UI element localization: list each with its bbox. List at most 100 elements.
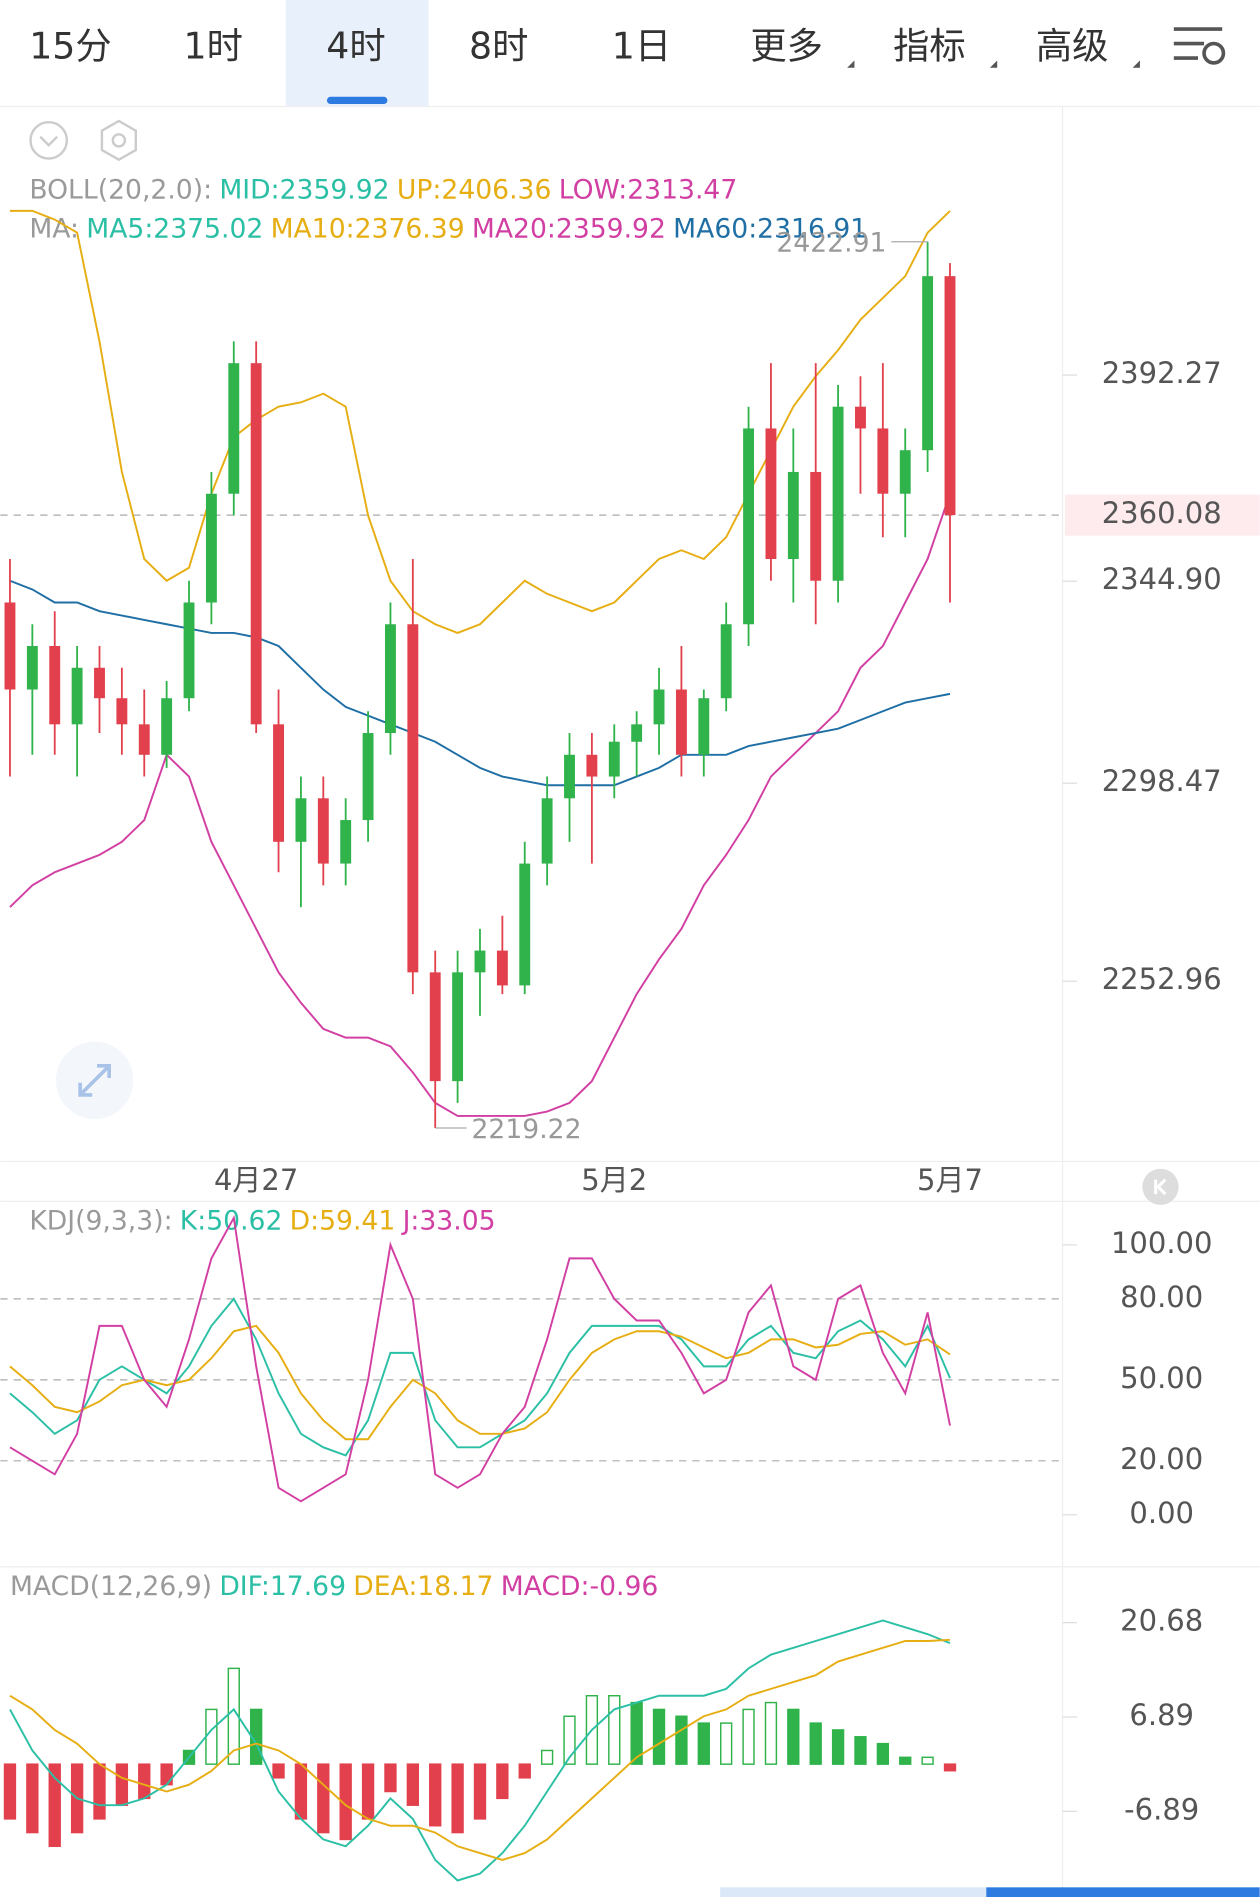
candle-body xyxy=(720,624,732,699)
legend-text: MACD:-0.96 xyxy=(501,1571,659,1602)
candle-body xyxy=(855,406,866,429)
tab[interactable]: 指标 xyxy=(893,24,966,67)
y-tick-label: 2344.90 xyxy=(1102,562,1222,596)
macd-bar xyxy=(652,1708,666,1765)
last-price-label: 2360.08 xyxy=(1102,496,1222,530)
tab[interactable]: 1日 xyxy=(612,24,671,67)
candle-body xyxy=(810,471,822,581)
y-tick-label: 0.00 xyxy=(1129,1496,1194,1530)
candle-body xyxy=(922,276,934,451)
y-tick-label: 80.00 xyxy=(1120,1280,1203,1314)
indicator-line xyxy=(9,1214,951,1503)
settings-icon[interactable] xyxy=(1173,27,1226,65)
max-label: 2422.91 xyxy=(776,228,886,259)
candle-body xyxy=(608,741,620,777)
candle-body xyxy=(362,733,374,821)
last-price-bg xyxy=(1064,494,1260,536)
candle-body xyxy=(138,724,150,755)
overlay-line xyxy=(9,579,951,787)
candle-body xyxy=(407,624,419,973)
macd-bar xyxy=(563,1715,576,1765)
legend-text: D:59.41 xyxy=(290,1205,396,1236)
legend-text: UP:2406.36 xyxy=(397,175,552,206)
candle-body xyxy=(452,972,464,1082)
macd-bar xyxy=(138,1763,151,1800)
macd-bar xyxy=(518,1763,531,1779)
legend-text: LOW:2313.47 xyxy=(559,175,738,206)
candle-body xyxy=(519,863,531,986)
tab[interactable]: 4时 xyxy=(326,24,385,67)
candle-body xyxy=(49,646,61,725)
tab[interactable]: 8时 xyxy=(469,24,528,67)
y-tick-label: 2392.27 xyxy=(1102,356,1222,390)
tab[interactable]: 更多 xyxy=(750,24,823,67)
candle-body xyxy=(228,363,240,494)
legend-text: KDJ(9,3,3): xyxy=(29,1205,172,1236)
y-tick-label: 100.00 xyxy=(1111,1226,1213,1260)
y-tick-label: 50.00 xyxy=(1120,1361,1203,1395)
tab[interactable]: 15分 xyxy=(29,24,111,67)
y-tick-label: 20.68 xyxy=(1120,1604,1203,1638)
macd-bar xyxy=(451,1763,464,1834)
bottom-bar xyxy=(720,1887,987,1897)
collapse-icon-chevron xyxy=(39,135,59,147)
macd-bar xyxy=(26,1763,39,1834)
macd-bar xyxy=(831,1729,845,1765)
overlay-line xyxy=(9,209,951,634)
legend-text: MA10:2376.39 xyxy=(271,213,465,244)
macd-bar xyxy=(48,1763,61,1847)
tab[interactable]: 高级 xyxy=(1036,24,1109,67)
active-tab-underline xyxy=(326,96,388,105)
macd-bar xyxy=(764,1701,778,1765)
indicator-line xyxy=(9,1638,951,1861)
candle-body xyxy=(899,450,911,494)
macd-bar xyxy=(339,1763,352,1841)
candle-body xyxy=(205,493,217,603)
candle-body xyxy=(250,363,262,725)
macd-bar xyxy=(876,1742,890,1765)
candle-body xyxy=(340,820,352,864)
x-tick-label: 4月27 xyxy=(214,1163,298,1197)
candle-body xyxy=(653,689,665,725)
macd-bar xyxy=(406,1763,420,1806)
scroll-latest-button[interactable] xyxy=(1142,1168,1179,1205)
candle-body xyxy=(877,428,889,494)
collapse-icon[interactable] xyxy=(29,120,69,160)
candle-body xyxy=(631,724,643,742)
macd-bar xyxy=(205,1708,218,1765)
y-tick-label: 2252.96 xyxy=(1102,962,1222,996)
macd-bar xyxy=(809,1722,822,1765)
legend-text: MA60:2316.91 xyxy=(673,213,867,244)
candle-body xyxy=(541,798,553,864)
macd-bar xyxy=(3,1763,17,1820)
macd-bar xyxy=(384,1763,397,1793)
macd-bar xyxy=(93,1763,106,1820)
x-tick-label: 5月7 xyxy=(917,1163,983,1197)
candle-body xyxy=(429,972,441,1082)
tab[interactable]: 1时 xyxy=(184,24,243,67)
y-tick-label: -6.89 xyxy=(1124,1792,1199,1826)
candle-body xyxy=(4,602,16,690)
scroll-latest-icon xyxy=(1154,1178,1167,1196)
candle-body xyxy=(94,667,105,699)
legend-text: DEA:18.17 xyxy=(353,1571,493,1602)
macd-bar xyxy=(854,1736,867,1765)
candle-body xyxy=(944,276,956,516)
candle-body xyxy=(295,798,307,842)
legend-text: MA5:2375.02 xyxy=(86,213,263,244)
macd-bar xyxy=(921,1756,934,1765)
expand-icon xyxy=(78,1064,111,1097)
indicator-settings-icon[interactable] xyxy=(100,119,137,162)
macd-bar xyxy=(720,1722,733,1765)
y-tick-label: 20.00 xyxy=(1120,1442,1203,1476)
candle-body xyxy=(765,428,777,559)
candle-body xyxy=(26,646,38,690)
macd-bar xyxy=(943,1763,957,1772)
indicator-line xyxy=(9,1297,951,1457)
bottom-bar xyxy=(986,1887,1260,1897)
legend-text: BOLL(20,2.0): xyxy=(29,175,212,206)
candle-body xyxy=(116,698,128,725)
candle-body xyxy=(273,724,284,842)
